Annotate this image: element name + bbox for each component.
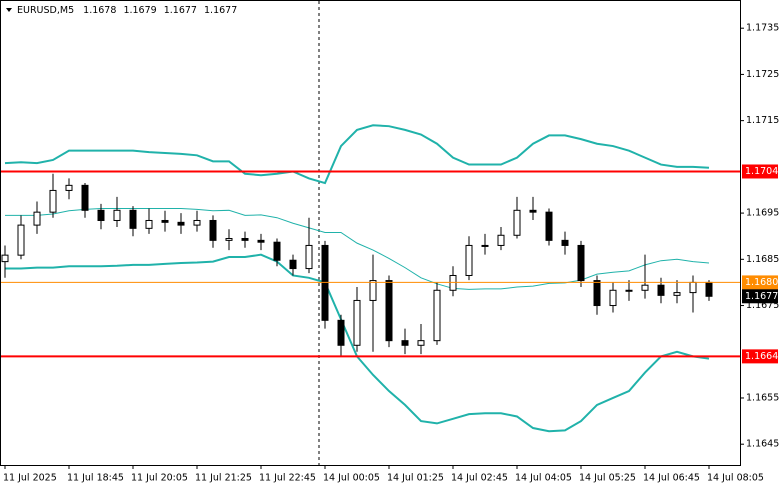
y-tick-label: 1.1695 [746, 208, 779, 219]
x-tick-label: 14 Jul 00:05 [323, 473, 380, 484]
x-tick-label: 11 Jul 2025 [3, 473, 57, 484]
candle-body [497, 234, 505, 246]
candle-body [225, 238, 233, 241]
candle-body [465, 244, 473, 276]
candle-body [81, 184, 89, 211]
symbol: EURUSD,M5 [17, 5, 74, 16]
candle-body [337, 319, 345, 346]
candle-body [529, 209, 537, 213]
menu-icon [6, 8, 12, 12]
candle-body [305, 244, 313, 270]
candle-body [353, 299, 361, 346]
candle-body [641, 284, 649, 291]
quote: 1.1679 [123, 5, 156, 16]
candle-body [369, 280, 377, 301]
y-tick-label: 1.1655 [746, 392, 779, 403]
candle-body [273, 241, 281, 261]
x-tick-label: 11 Jul 21:25 [195, 473, 252, 484]
candle-body [33, 211, 41, 226]
candle-body [145, 219, 153, 229]
candle-body [241, 238, 249, 241]
candle-body [705, 281, 713, 297]
candle-body [193, 219, 201, 226]
last-price-label: 1.1677 [745, 291, 778, 302]
x-tick-label: 14 Jul 08:05 [707, 473, 764, 484]
candle-body [385, 280, 393, 342]
candle-body [113, 209, 121, 221]
x-tick-label: 14 Jul 06:45 [643, 473, 700, 484]
x-tick-label: 14 Jul 05:25 [579, 473, 636, 484]
candle-body [129, 209, 137, 229]
price-level-tag [742, 275, 778, 290]
candle-body [49, 189, 57, 213]
candle-body [657, 284, 665, 296]
price-level-label: 1.1680 [745, 277, 778, 288]
candle-body [561, 239, 569, 246]
candle-body [673, 292, 681, 296]
y-tick-label: 1.1735 [746, 23, 779, 34]
plot-frame [0, 0, 741, 466]
candle-body [433, 289, 441, 342]
candle-body [609, 289, 617, 307]
price-level-label: 1.1664 [745, 351, 778, 362]
candle-body [289, 259, 297, 270]
candle-body [417, 340, 425, 346]
candle-body [97, 209, 105, 221]
bollinger-middle [5, 207, 710, 290]
candle-body [257, 239, 265, 243]
candle-body [593, 280, 601, 307]
last-price-tag [742, 289, 778, 304]
candle-body [401, 340, 409, 346]
y-tick-label: 1.1645 [746, 439, 779, 450]
candle-body [161, 219, 169, 223]
y-tick-label: 1.1715 [746, 115, 779, 126]
quote: 1.1677 [204, 5, 237, 16]
candle-body [577, 244, 585, 282]
candle-body [481, 244, 489, 247]
price-level-label: 1.1704 [745, 166, 778, 177]
candle-body [17, 224, 25, 256]
quote: 1.1677 [164, 5, 197, 16]
candle-body [177, 221, 185, 226]
bollinger-upper [4, 124, 710, 185]
header: EURUSD,M5 1.1678 1.1679 1.1677 1.1677 [17, 5, 237, 16]
y-tick-label: 1.1675 [746, 300, 779, 311]
x-tick-label: 11 Jul 18:45 [67, 473, 124, 484]
candle-body [625, 289, 633, 292]
x-tick-label: 14 Jul 01:25 [387, 473, 444, 484]
candle-body [689, 281, 697, 294]
x-tick-label: 11 Jul 20:05 [131, 473, 188, 484]
candle-body [513, 209, 521, 236]
x-tick-label: 11 Jul 22:45 [259, 473, 316, 484]
y-tick-label: 1.1725 [746, 69, 779, 80]
quote: 1.1678 [83, 5, 116, 16]
candle-body [545, 211, 553, 241]
y-tick-label: 1.1685 [746, 254, 779, 265]
price-level-tag [742, 349, 778, 364]
x-tick-label: 14 Jul 02:45 [451, 473, 508, 484]
price-level-tag [742, 164, 778, 179]
candle-body [1, 254, 9, 263]
x-tick-label: 14 Jul 04:05 [515, 473, 572, 484]
candle-body [209, 219, 217, 241]
candle-body [65, 184, 73, 191]
